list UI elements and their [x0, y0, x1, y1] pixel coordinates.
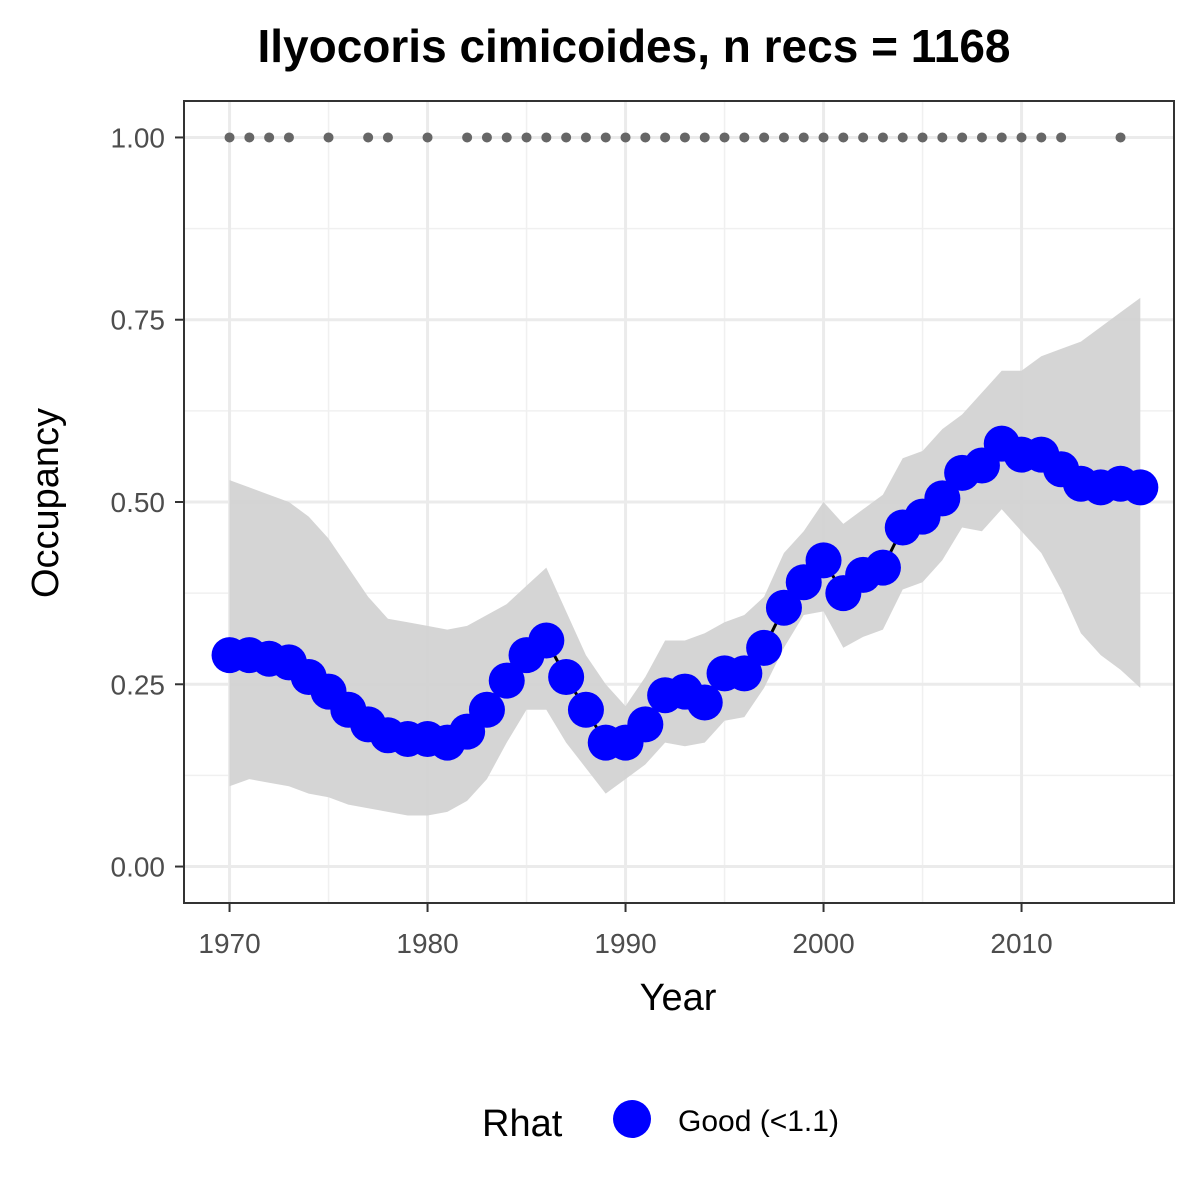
occupancy-point	[468, 691, 505, 728]
occupancy-point	[746, 629, 783, 666]
record-marker	[363, 132, 374, 143]
record-marker	[323, 132, 334, 143]
y-tick-label: 0.75	[111, 305, 166, 336]
occupancy-point	[686, 684, 723, 721]
record-marker	[937, 132, 948, 143]
x-tick-label: 2010	[990, 928, 1052, 959]
occupancy-points	[211, 425, 1159, 761]
x-axis: 1970 1980 1990 2000 2010	[198, 903, 1053, 959]
x-tick-label: 2000	[792, 928, 854, 959]
x-tick-label: 1980	[396, 928, 458, 959]
record-marker	[264, 132, 275, 143]
record-markers	[224, 132, 1126, 143]
occupancy-point	[548, 658, 585, 695]
record-marker	[501, 132, 512, 143]
record-marker	[838, 132, 849, 143]
record-marker	[224, 132, 235, 143]
record-marker	[818, 132, 829, 143]
record-marker	[778, 132, 789, 143]
occupancy-point	[765, 589, 802, 626]
record-marker	[679, 132, 690, 143]
record-marker	[1016, 132, 1027, 143]
legend: Rhat Good (<1.1)	[482, 1100, 839, 1145]
x-axis-title: Year	[640, 977, 717, 1019]
record-marker	[957, 132, 968, 143]
record-marker	[561, 132, 572, 143]
y-tick-label: 0.25	[111, 669, 166, 700]
record-marker	[1115, 132, 1126, 143]
record-marker	[580, 132, 591, 143]
y-tick-label: 0.00	[111, 852, 166, 883]
occupancy-point	[627, 706, 664, 743]
record-marker	[996, 132, 1007, 143]
record-marker	[481, 132, 492, 143]
confidence-ribbon	[229, 297, 1141, 816]
occupancy-point	[488, 662, 525, 699]
record-marker	[541, 132, 552, 143]
occupancy-point	[1122, 469, 1159, 506]
record-marker	[462, 132, 473, 143]
record-marker	[244, 132, 255, 143]
record-marker	[798, 132, 809, 143]
occupancy-point	[864, 549, 901, 586]
x-tick-label: 1990	[594, 928, 656, 959]
record-marker	[976, 132, 987, 143]
record-marker	[521, 132, 532, 143]
record-marker	[640, 132, 651, 143]
record-marker	[660, 132, 671, 143]
y-tick-label: 0.50	[111, 487, 166, 518]
record-marker	[739, 132, 750, 143]
record-marker	[897, 132, 908, 143]
record-marker	[1056, 132, 1067, 143]
record-marker	[917, 132, 928, 143]
legend-title: Rhat	[482, 1103, 563, 1145]
record-marker	[699, 132, 710, 143]
occupancy-point	[805, 542, 842, 579]
record-marker	[719, 132, 730, 143]
record-marker	[877, 132, 888, 143]
record-marker	[1036, 132, 1047, 143]
legend-key-good	[613, 1100, 651, 1138]
occupancy-point	[528, 622, 565, 659]
record-marker	[600, 132, 611, 143]
record-marker	[422, 132, 433, 143]
chart-title: Ilyocoris cimicoides, n recs = 1168	[257, 20, 1010, 72]
occupancy-point	[726, 655, 763, 692]
record-marker	[382, 132, 393, 143]
y-tick-label: 1.00	[111, 122, 166, 153]
record-marker	[858, 132, 869, 143]
y-axis: 0.00 0.25 0.50 0.75 1.00	[111, 122, 184, 883]
occupancy-point	[567, 691, 604, 728]
record-marker	[620, 132, 631, 143]
legend-label-good: Good (<1.1)	[678, 1105, 839, 1138]
record-marker	[283, 132, 294, 143]
x-tick-label: 1970	[198, 928, 260, 959]
y-axis-title: Occupancy	[25, 408, 67, 598]
occupancy-point	[924, 480, 961, 517]
record-marker	[759, 132, 770, 143]
